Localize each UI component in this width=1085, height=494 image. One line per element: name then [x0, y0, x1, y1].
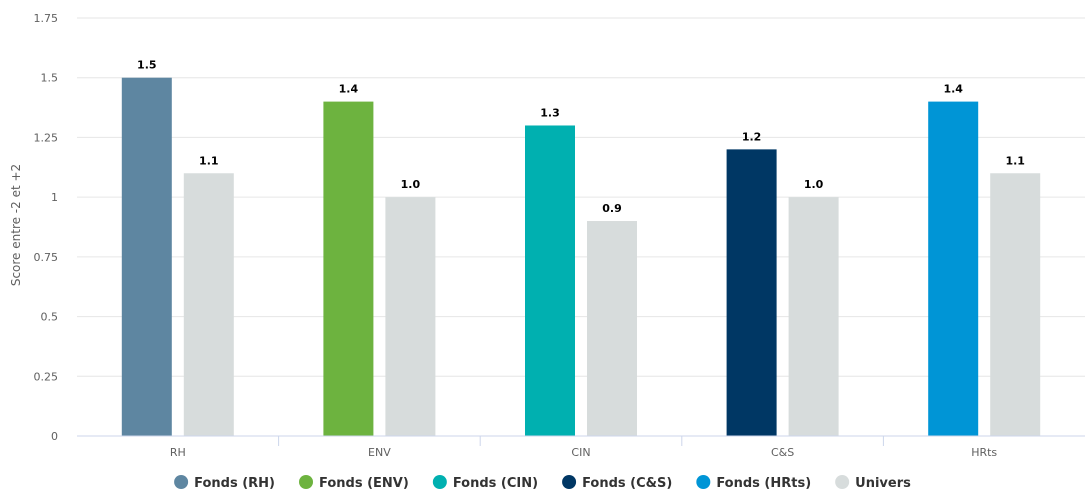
- y-axis-ticks: 0 0.25 0.5 0.75 1 1.25 1.5 1.75: [34, 12, 59, 443]
- legend-label: Fonds (ENV): [319, 476, 409, 491]
- y-tick-label: 0.5: [41, 311, 59, 324]
- universe-data-label: 0.9: [602, 202, 622, 215]
- fund-data-label: 1.4: [943, 83, 963, 96]
- legend[interactable]: Fonds (RH) Fonds (ENV) Fonds (CIN) Fonds (C…: [174, 475, 911, 491]
- y-axis-title: Score entre -2 et +2: [9, 164, 23, 286]
- legend-marker: [835, 475, 850, 489]
- universe-bar[interactable]: [788, 197, 839, 436]
- x-category-label: RH: [170, 446, 186, 459]
- legend-item[interactable]: Fonds (RH): [174, 475, 275, 491]
- legend-label: Univers: [855, 476, 911, 491]
- fund-data-label: 1.5: [137, 59, 157, 72]
- universe-data-label: 1.0: [804, 178, 824, 191]
- legend-item[interactable]: Fonds (ENV): [299, 475, 409, 491]
- universe-bar[interactable]: [990, 173, 1041, 436]
- legend-label: Fonds (RH): [194, 476, 275, 491]
- fund-bar[interactable]: [726, 149, 777, 436]
- legend-item[interactable]: Univers: [835, 475, 911, 491]
- y-tick-label: 0.25: [34, 370, 59, 383]
- x-category-label: CIN: [571, 446, 590, 459]
- x-axis: RH ENV CIN C&S HRts: [77, 435, 1085, 459]
- fund-bar[interactable]: [323, 101, 374, 436]
- y-tick-label: 0: [51, 430, 58, 443]
- universe-data-label: 1.1: [1005, 154, 1025, 167]
- fund-data-label: 1.4: [339, 83, 359, 96]
- gridlines: [77, 17, 1085, 377]
- universe-data-label: 1.0: [401, 178, 421, 191]
- legend-marker: [562, 475, 577, 489]
- universe-data-label: 1.1: [199, 154, 219, 167]
- fund-data-label: 1.2: [742, 130, 762, 143]
- fund-bar[interactable]: [525, 125, 575, 436]
- y-tick-label: 1: [51, 191, 58, 204]
- legend-marker: [174, 475, 189, 489]
- legend-label: Fonds (CIN): [453, 476, 538, 491]
- y-tick-label: 1.5: [41, 72, 59, 85]
- legend-marker: [696, 475, 711, 489]
- x-category-label: ENV: [368, 446, 391, 459]
- legend-item[interactable]: Fonds (HRts): [696, 475, 811, 491]
- fund-data-label: 1.3: [540, 106, 560, 119]
- bars: [121, 77, 1041, 436]
- legend-label: Fonds (C&S): [582, 476, 672, 491]
- fund-bar[interactable]: [121, 77, 172, 436]
- universe-bar[interactable]: [183, 173, 234, 436]
- legend-label: Fonds (HRts): [716, 476, 811, 491]
- universe-bar[interactable]: [587, 221, 637, 436]
- universe-bar[interactable]: [385, 197, 436, 436]
- x-category-label: C&S: [771, 446, 794, 459]
- data-labels: 1.5 1.1 1.4 1.0 1.3 0.9 1.2 1.0 1.4 1.1: [137, 59, 1025, 215]
- fund-bar[interactable]: [928, 101, 979, 436]
- y-tick-label: 0.75: [34, 251, 59, 264]
- x-category-label: HRts: [971, 446, 997, 459]
- y-tick-label: 1.75: [34, 12, 59, 25]
- legend-marker: [299, 475, 314, 489]
- legend-marker: [432, 475, 447, 489]
- legend-item[interactable]: Fonds (CIN): [432, 475, 538, 491]
- legend-item[interactable]: Fonds (C&S): [562, 475, 672, 491]
- y-tick-label: 1.25: [34, 131, 59, 144]
